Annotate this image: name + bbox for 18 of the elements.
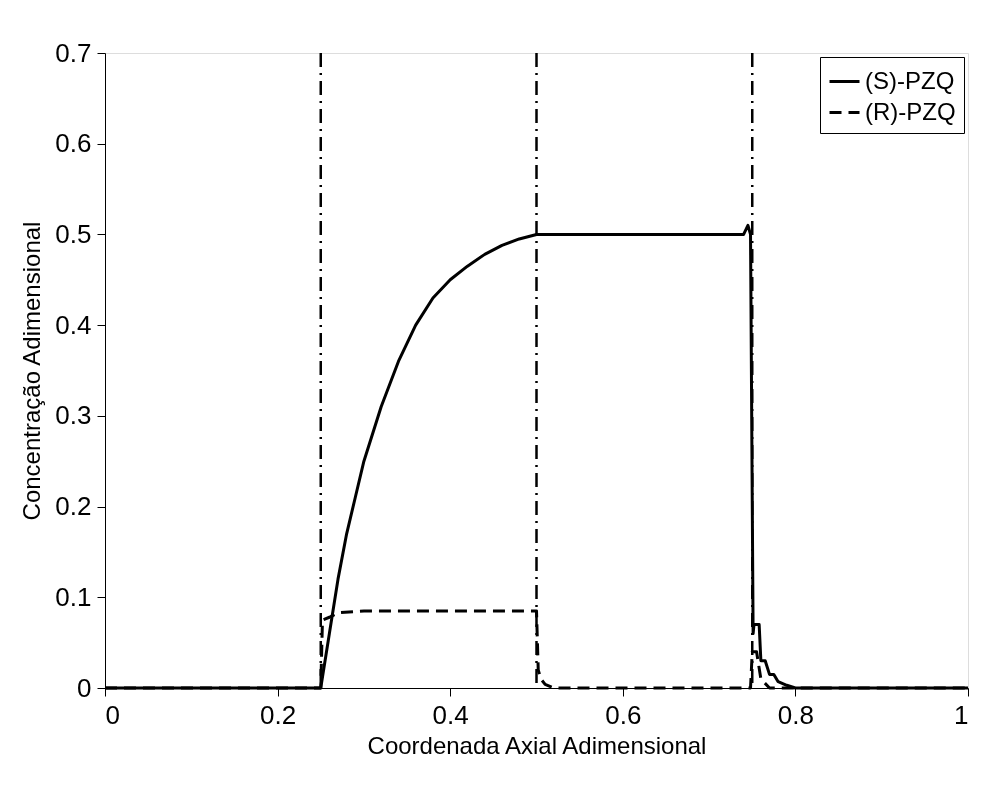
y-axis-title: Concentração Adimensional — [18, 221, 46, 521]
x-tick-label: 0 — [105, 699, 120, 730]
x-tick-label: 1 — [954, 699, 969, 730]
legend-label: (R)-PZQ — [865, 97, 956, 125]
legend-label: (S)-PZQ — [865, 66, 955, 94]
y-tick-label: 0.5 — [55, 218, 92, 249]
y-tick-label: 0.1 — [55, 581, 92, 612]
x-tick-label: 0.4 — [432, 699, 469, 730]
y-tick-label: 0.7 — [55, 37, 92, 68]
x-tick-label: 0.8 — [777, 699, 814, 730]
x-tick-label: 0.2 — [260, 699, 297, 730]
y-tick-label: 0.6 — [55, 128, 92, 159]
x-axis-title: Coordenada Axial Adimensional — [367, 731, 707, 759]
y-tick-label: 0.4 — [55, 309, 92, 340]
y-tick-label: 0.2 — [55, 491, 92, 522]
y-tick-label: 0.3 — [55, 400, 92, 431]
x-tick-label: 0.6 — [605, 699, 642, 730]
y-tick-label: 0 — [77, 672, 92, 703]
